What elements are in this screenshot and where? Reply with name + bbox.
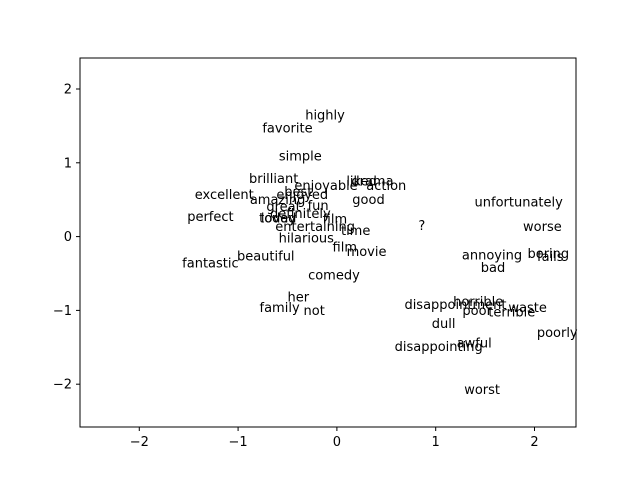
word-point-label: liked <box>346 175 377 190</box>
word-point-label: loved <box>261 212 297 227</box>
word-point-label: fun <box>308 199 329 214</box>
x-tick-label: 1 <box>432 435 440 450</box>
y-axis-ticks: −2 −1 0 1 2 <box>53 82 80 393</box>
word-point-label: unfortunately <box>475 195 564 210</box>
axes-frame <box>79 57 577 428</box>
word-point-label: fantastic <box>182 257 238 272</box>
word-point-label: movie <box>347 245 387 260</box>
word-point-label: disappointment <box>404 298 506 313</box>
x-tick-label: 2 <box>530 435 538 450</box>
x-tick-label: −1 <box>229 435 248 450</box>
word-point-label: not <box>304 304 325 319</box>
y-tick-label: −2 <box>53 378 72 393</box>
word-point-label: bad <box>481 261 505 276</box>
word-point-label: poorly <box>537 326 578 341</box>
word-point-label: dull <box>432 317 456 332</box>
word-point-label: horrible <box>453 295 503 310</box>
word-point-label: enjoyable <box>294 179 357 194</box>
word-point-label: great <box>266 200 300 215</box>
x-tick-label: 0 <box>333 435 341 450</box>
word-point-label: simple <box>279 150 322 165</box>
word-point-label: amazing <box>250 193 306 208</box>
word-point-label: film <box>333 240 357 255</box>
word-point-label: terrible <box>488 305 535 320</box>
word-point-label: today <box>259 212 296 227</box>
word-point-label: her <box>288 291 310 306</box>
y-tick-label: 1 <box>64 156 72 171</box>
word-point-label: enjoyed <box>276 188 328 203</box>
word-point-label: hilarious <box>279 232 335 247</box>
word-point-label: fails <box>537 250 564 265</box>
word-point-label: best <box>284 185 312 200</box>
word-point-label: beautiful <box>237 249 295 264</box>
word-point-label: brilliant <box>249 172 298 187</box>
y-tick-label: 0 <box>64 230 72 245</box>
word-point-label: film <box>323 212 347 227</box>
y-tick-label: −1 <box>53 304 72 319</box>
word-point-label: waste <box>508 301 546 316</box>
word-point-label: family <box>260 301 300 316</box>
word-point-label: ? <box>418 219 425 234</box>
word-point-label: action <box>366 179 406 194</box>
word-point-label: awful <box>457 336 492 351</box>
word-point-label: favorite <box>262 122 312 137</box>
x-tick-label: −2 <box>130 435 149 450</box>
word-point-label: disappointing <box>395 340 483 355</box>
word-point-label: drama <box>351 175 393 190</box>
word-point-label: definitely <box>270 207 331 222</box>
word-point-label: highly <box>305 108 345 123</box>
word-point-label: entertaining <box>275 220 355 235</box>
x-axis-ticks: −2 −1 0 1 2 <box>130 427 539 450</box>
y-tick-label: 2 <box>64 82 72 97</box>
word-point-label: comedy <box>308 268 360 283</box>
word-point-label: boring <box>528 247 570 262</box>
word-point-label: good <box>352 193 384 208</box>
word-point-label: worse <box>523 220 562 235</box>
word-point-label: poor <box>462 304 492 319</box>
word-point-label: worst <box>464 383 500 398</box>
word-point-label: time <box>341 224 370 239</box>
word-point-label: annoying <box>462 249 522 264</box>
word-point-label: excellent <box>195 188 254 203</box>
word-point-label: perfect <box>187 210 233 225</box>
